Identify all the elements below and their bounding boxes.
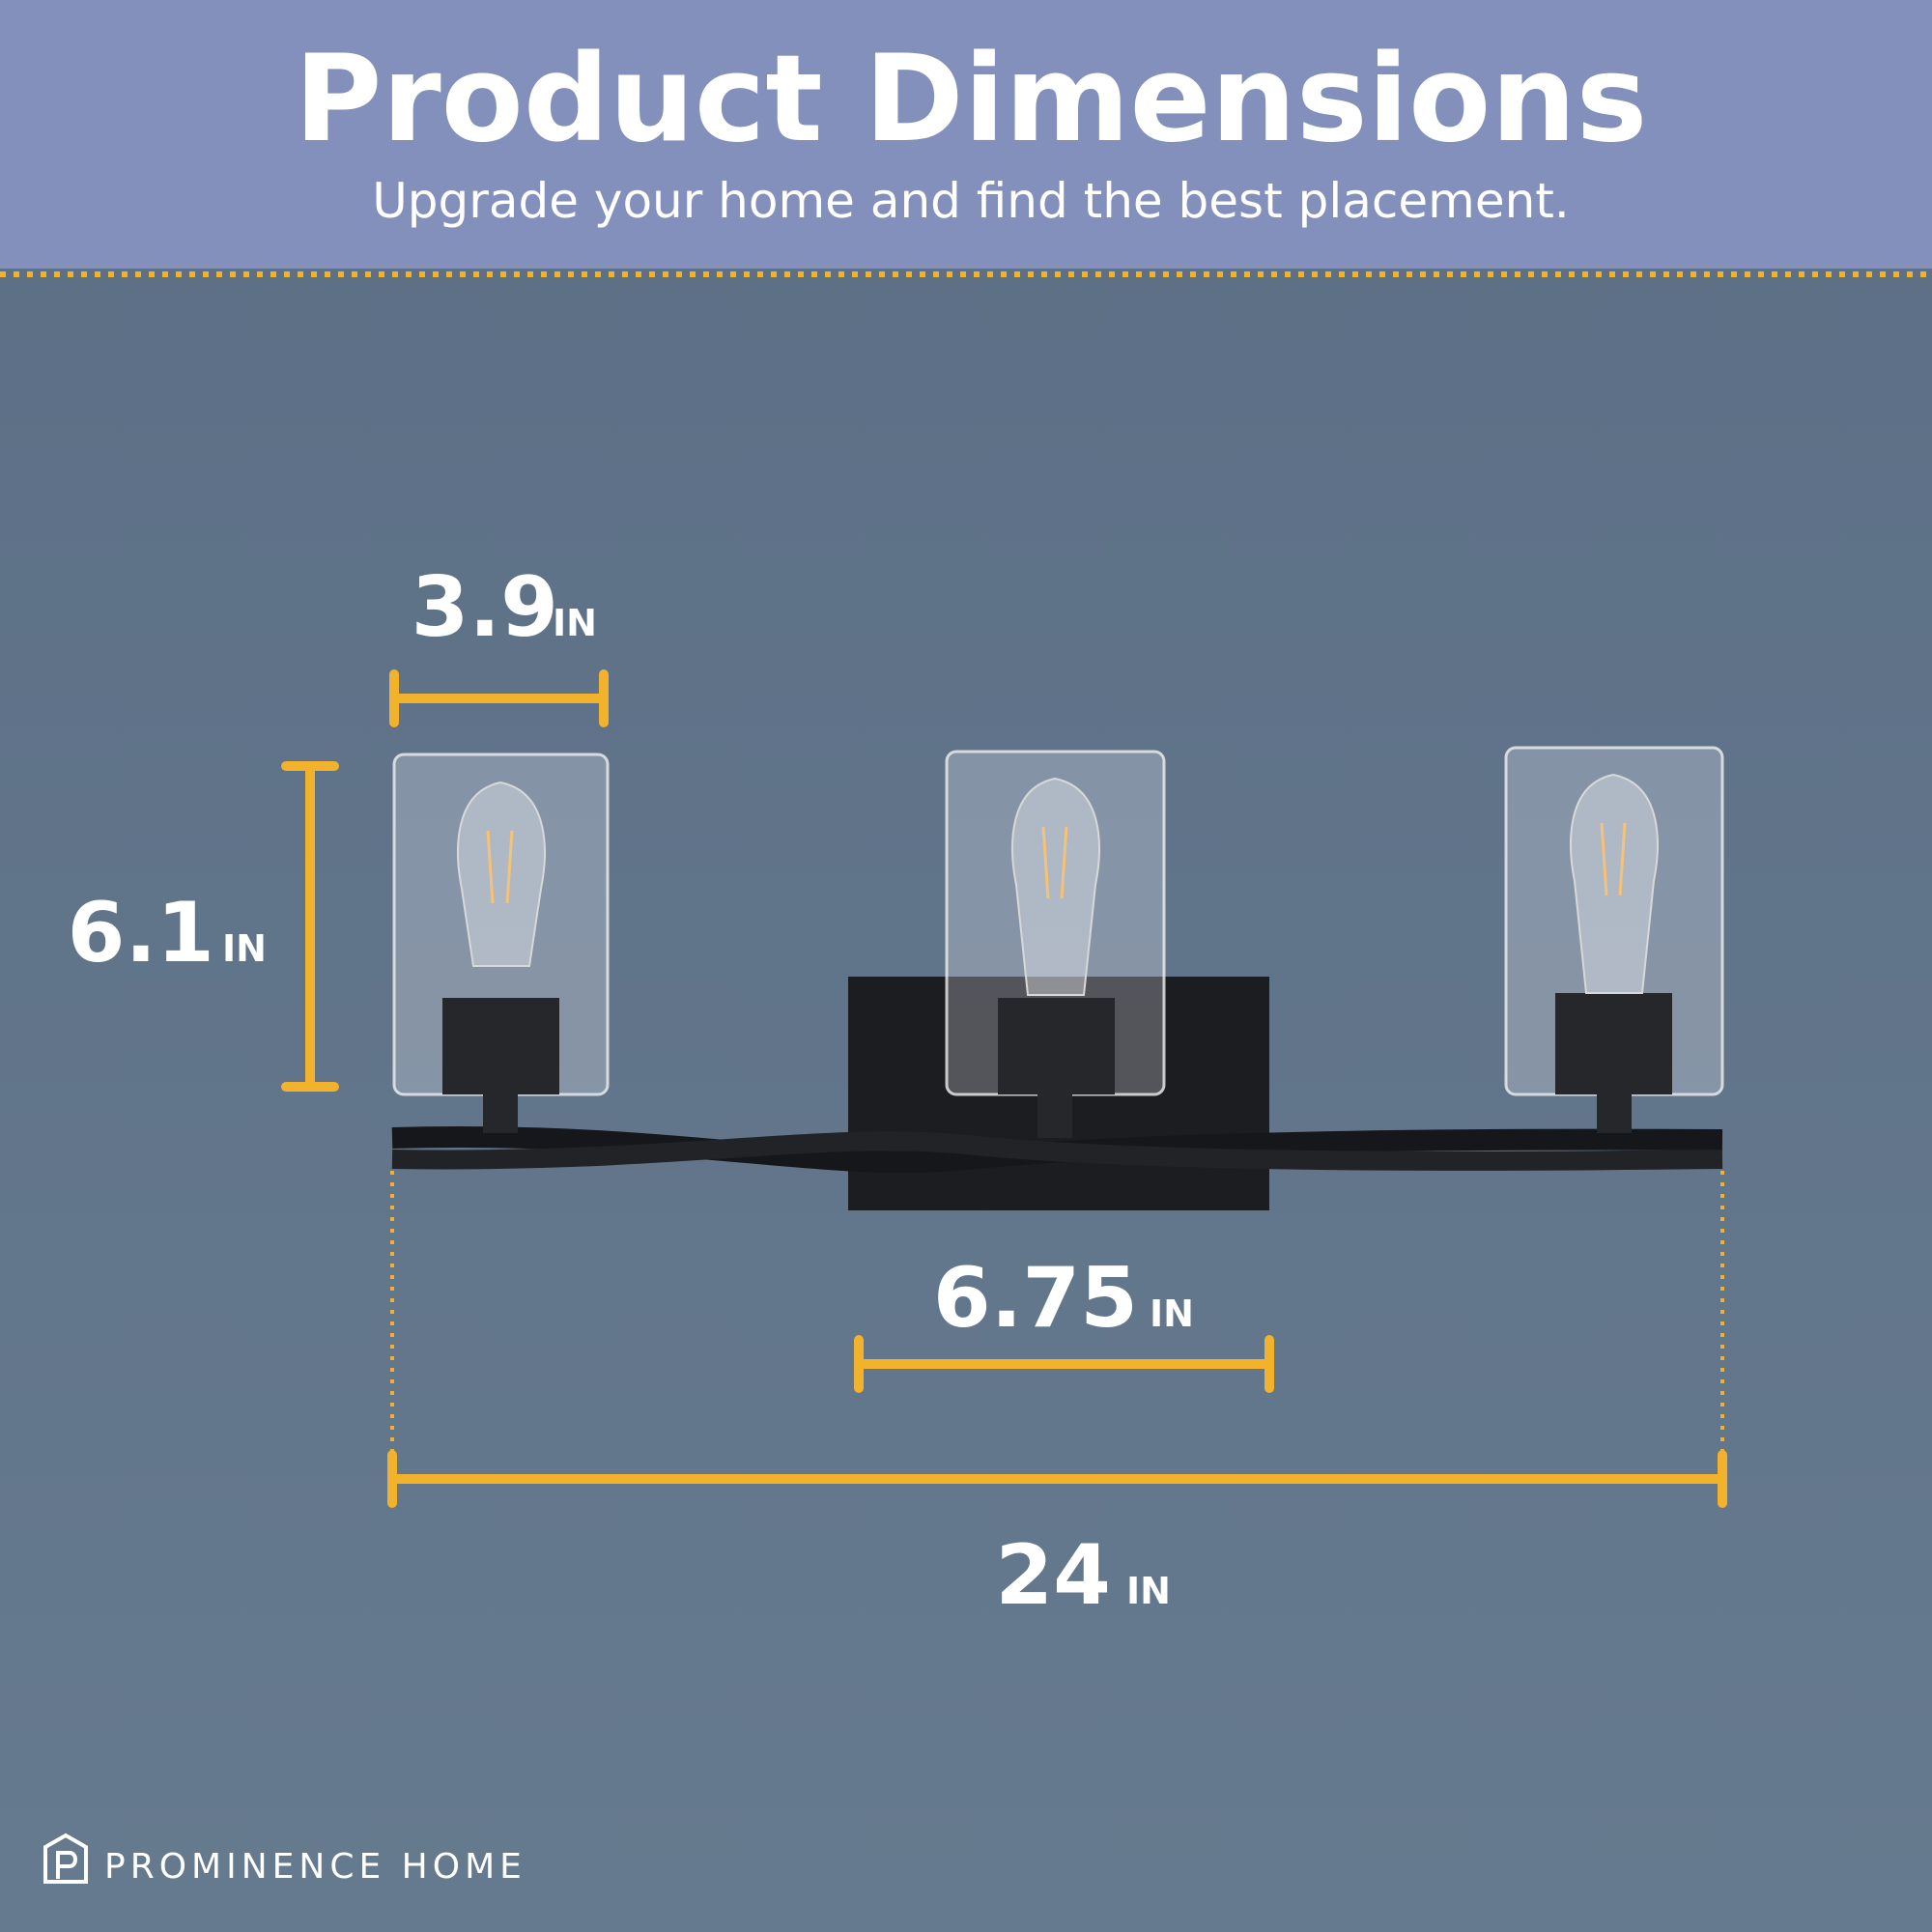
dimension-value: 24 [995,1527,1111,1624]
light-fixture [391,746,1724,1210]
brand-logo [43,1833,88,1884]
title: Product Dimensions [295,30,1648,169]
dimension-unit: IN [553,602,597,644]
brand-name: PROMINENCE HOME [104,1847,526,1887]
dimension-value: 6.1 [68,885,214,981]
header-band [0,0,1932,269]
dimension-value: 3.9 [412,559,558,656]
dimension-unit: IN [1126,1570,1171,1612]
subtitle: Upgrade your home and find the best plac… [372,173,1570,229]
dimension-value: 6.75 [933,1250,1138,1347]
dimension-unit: IN [222,927,267,970]
dimension-unit: IN [1150,1293,1194,1335]
